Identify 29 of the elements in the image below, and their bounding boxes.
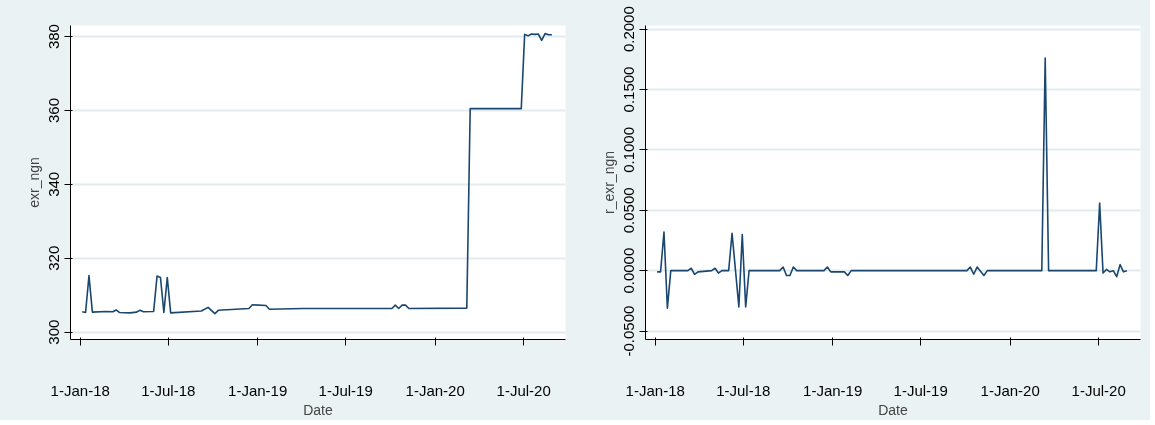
y-tick-label: 340 [45,171,63,197]
x-tick-label: 1-Jul-18 [141,381,196,399]
y-axis-title: r_exr_ngn [600,150,617,215]
line-series [656,57,1128,309]
y-tick-label: 0.1500 [620,66,638,113]
x-axis-title: Date [303,401,333,418]
y-tick-label: 0.0500 [620,187,638,234]
y-tick-label: 320 [45,245,63,271]
x-tick-label: 1-Jul-18 [716,381,771,399]
y-tick-label: 360 [45,97,63,123]
y-axis-title: exr_ngn [25,157,42,208]
y-tick-label: -0.0500 [620,305,638,357]
line-series [81,32,553,315]
x-tick-label: 1-Jan-19 [803,381,863,399]
x-tick-label: 1-Jan-19 [228,381,288,399]
y-tick-label: 300 [45,319,63,345]
x-tick-label: 1-Jan-20 [405,381,465,399]
x-axis-title: Date [878,401,908,418]
x-tick-label: 1-Jul-20 [496,381,551,399]
x-tick-label: 1-Jul-20 [1071,381,1126,399]
x-tick-label: 1-Jan-18 [50,381,110,399]
y-tick-label: 0.2000 [620,6,638,53]
y-tick-label: 0.0000 [620,247,638,294]
x-tick-label: 1-Jan-18 [625,381,685,399]
x-tick-label: 1-Jul-19 [318,381,373,399]
y-tick-label: 0.1000 [620,126,638,173]
y-tick-label: 380 [45,24,63,50]
x-tick-label: 1-Jan-20 [980,381,1040,399]
x-tick-label: 1-Jul-19 [893,381,948,399]
